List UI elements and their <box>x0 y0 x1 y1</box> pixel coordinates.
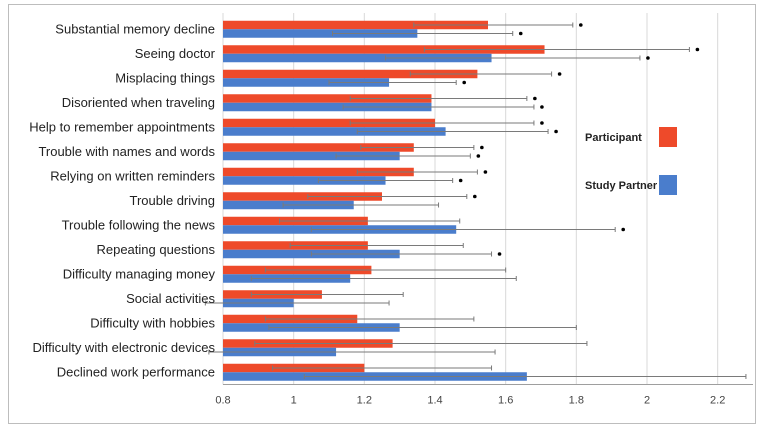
x-tick-label: 1.8 <box>569 395 584 407</box>
study-partner-significance-dot <box>540 105 544 109</box>
chart-frame: Substantial memory decline Seeing doctor M… <box>8 4 756 424</box>
participant-bar <box>223 118 435 128</box>
study-partner-bar <box>223 53 492 63</box>
category-label: Trouble following the news <box>62 217 216 232</box>
participant-significance-dot <box>540 121 544 125</box>
participant-bar <box>223 94 432 103</box>
bars <box>223 20 545 381</box>
participant-bar <box>223 20 488 30</box>
bar-chart: Substantial memory decline Seeing doctor M… <box>29 13 753 407</box>
participant-significance-dot <box>695 47 700 52</box>
category-label: Relying on written reminders <box>50 168 215 183</box>
significance-markers <box>458 23 700 256</box>
category-label: Trouble with names and words <box>38 144 215 159</box>
category-label: Trouble driving <box>129 193 215 208</box>
study-partner-bar <box>223 78 390 87</box>
legend-label: Study Partner <box>585 180 658 192</box>
x-tick-labels: 0.8 1 1.2 1.4 1.6 1.8 2 2.2 <box>215 395 725 407</box>
study-partner-legend-swatch <box>659 175 677 195</box>
study-partner-significance-dot <box>458 178 463 183</box>
study-partner-significance-dot <box>518 31 523 36</box>
category-label: Seeing doctor <box>135 46 216 61</box>
participant-significance-dot <box>533 96 537 101</box>
study-partner-bar <box>223 127 446 136</box>
legend-label: Participant <box>585 132 642 144</box>
x-tick-label: 2 <box>644 395 650 407</box>
x-tick-label: 1.4 <box>427 395 442 407</box>
participant-significance-dot <box>557 72 562 76</box>
participant-significance-dot <box>480 145 484 150</box>
category-labels: Substantial memory decline Seeing doctor M… <box>29 21 215 379</box>
x-tick-label: 2.2 <box>710 395 725 407</box>
category-label: Difficulty with electronic devices <box>32 340 215 355</box>
study-partner-significance-dot <box>497 252 502 256</box>
study-partner-bar <box>223 29 418 38</box>
participant-bar <box>223 143 414 152</box>
x-tick-label: 0.8 <box>215 395 230 407</box>
participant-significance-dot <box>579 23 583 27</box>
category-label: Social activities <box>126 291 215 306</box>
study-partner-significance-dot <box>462 80 467 85</box>
study-partner-bar <box>223 176 386 185</box>
category-label: Misplacing things <box>115 70 215 85</box>
study-partner-significance-dot <box>621 227 625 232</box>
participant-bar <box>223 192 382 201</box>
legend: Participant Study Partner <box>585 127 677 195</box>
category-label: Disoriented when traveling <box>62 95 215 110</box>
category-label: Substantial memory decline <box>55 21 215 36</box>
category-label: Repeating questions <box>96 242 215 257</box>
x-tick-label: 1 <box>291 395 297 407</box>
category-label: Difficulty with hobbies <box>90 315 215 330</box>
category-label: Help to remember appointments <box>29 119 215 134</box>
x-tick-label: 1.6 <box>498 395 513 407</box>
study-partner-significance-dot <box>554 129 558 134</box>
study-partner-bar <box>223 102 432 112</box>
error-bars <box>204 22 747 379</box>
study-partner-significance-dot <box>476 154 481 158</box>
category-label: Difficulty managing money <box>63 266 216 281</box>
participant-legend-swatch <box>659 127 677 147</box>
study-partner-significance-dot <box>646 56 650 60</box>
x-tick-label: 1.2 <box>357 395 372 407</box>
participant-bar <box>223 69 478 79</box>
category-label: Declined work performance <box>57 364 215 379</box>
study-partner-bar <box>223 151 400 161</box>
participant-bar <box>223 45 545 54</box>
participant-bar <box>223 167 414 177</box>
participant-significance-dot <box>473 194 477 199</box>
participant-significance-dot <box>483 170 488 174</box>
